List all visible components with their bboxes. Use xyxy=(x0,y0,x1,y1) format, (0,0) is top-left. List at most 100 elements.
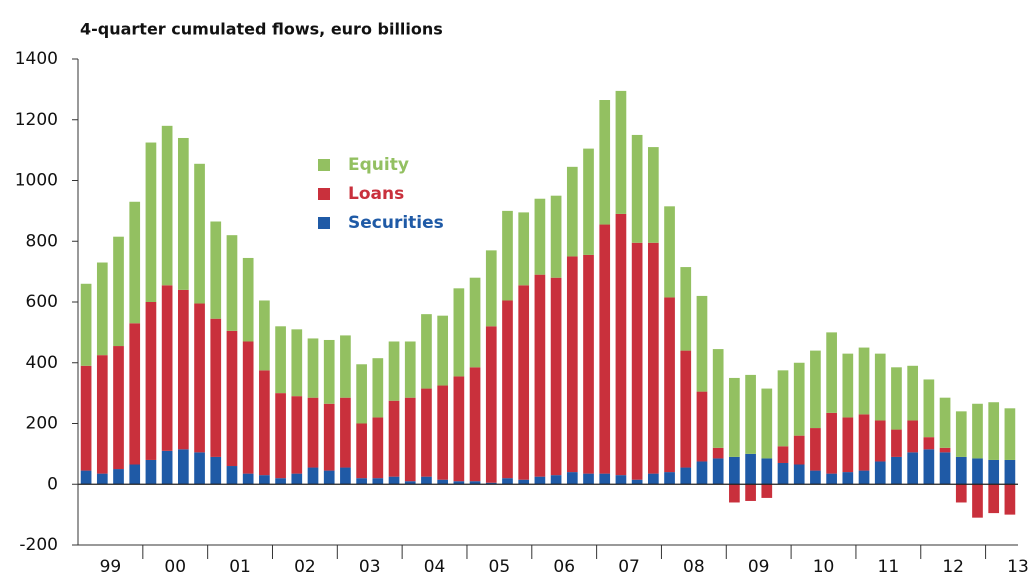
bar-segment xyxy=(923,379,935,438)
bar-segment xyxy=(907,452,919,485)
bar-segment xyxy=(939,447,951,453)
bar-segment xyxy=(502,210,513,301)
y-tick-label: 800 xyxy=(26,231,58,251)
bar-segment xyxy=(177,289,189,450)
bar-segment xyxy=(923,437,935,450)
bar-segment xyxy=(259,300,270,371)
bar-segment xyxy=(810,428,821,471)
x-tick-label: 00 xyxy=(164,557,186,577)
bar-segment xyxy=(583,473,594,485)
bar-segment xyxy=(712,349,724,448)
bar-segment xyxy=(96,262,108,356)
bar-segment xyxy=(404,397,416,482)
bar-segment xyxy=(696,461,708,485)
bar-segment xyxy=(777,446,789,463)
bar-segment xyxy=(842,353,854,418)
bar-segment xyxy=(340,335,351,398)
bar-segment xyxy=(96,473,108,485)
bar-segment xyxy=(631,134,643,243)
bar-segment xyxy=(729,456,740,485)
bar-segment xyxy=(113,469,124,485)
bar-segment xyxy=(210,456,222,485)
bar-segment xyxy=(874,461,886,485)
bar-segment xyxy=(453,288,465,377)
bar-segment xyxy=(259,370,270,476)
bar-segment xyxy=(891,429,902,457)
legend-label: Loans xyxy=(348,184,404,204)
bar-segment xyxy=(518,285,530,480)
bar-segment xyxy=(826,332,837,413)
x-tick-label: 10 xyxy=(813,557,835,577)
bar-segment xyxy=(372,358,384,418)
bar-segment xyxy=(356,364,367,424)
x-tick-label: 11 xyxy=(878,557,900,577)
bar-segment xyxy=(421,476,432,485)
bar-segment xyxy=(745,374,756,454)
bar-segment xyxy=(923,449,935,485)
bar-segment xyxy=(145,142,157,302)
bar-segment xyxy=(939,397,951,448)
bar-segment xyxy=(453,376,465,482)
bar-segment xyxy=(485,250,497,327)
bar-segment xyxy=(777,370,789,447)
bar-segment xyxy=(372,417,384,479)
bar-segment xyxy=(664,472,675,485)
bar-segment xyxy=(696,391,708,462)
bar-segment xyxy=(874,420,886,462)
bar-segment xyxy=(145,459,157,485)
bar-segment xyxy=(129,201,141,324)
bar-segment xyxy=(988,459,1000,485)
bar-segment xyxy=(680,467,692,485)
y-tick-label: -200 xyxy=(19,535,58,555)
y-tick-label: 1400 xyxy=(15,49,58,69)
bar-segment xyxy=(647,242,659,474)
bar-segment xyxy=(275,478,286,485)
x-tick-label: 13 xyxy=(1007,557,1029,577)
bar-segment xyxy=(80,365,92,471)
bar-segment xyxy=(340,467,351,485)
bar-segment xyxy=(161,125,173,286)
bar-segment xyxy=(226,466,238,485)
bar-segment xyxy=(194,163,205,304)
legend-swatch xyxy=(318,217,330,229)
x-tick-label: 01 xyxy=(229,557,251,577)
bar-segment xyxy=(275,326,286,394)
bar-segment xyxy=(388,400,400,477)
bar-segment xyxy=(907,420,919,453)
bar-segment xyxy=(1004,459,1016,485)
bar-segment xyxy=(955,456,967,485)
bar-segment xyxy=(972,484,983,518)
chart-title: 4-quarter cumulated flows, euro billions xyxy=(80,20,443,39)
bar-segment xyxy=(177,449,189,485)
bar-segment xyxy=(307,397,319,468)
bar-segment xyxy=(680,267,692,351)
bar-segment xyxy=(161,285,173,451)
bar-segment xyxy=(972,403,983,459)
x-tick-label: 05 xyxy=(489,557,511,577)
bar-segment xyxy=(518,479,530,485)
bar-segment xyxy=(485,482,497,485)
y-tick-label: 0 xyxy=(47,474,58,494)
bar-segment xyxy=(469,277,481,368)
bar-segment xyxy=(177,137,189,290)
bar-segment xyxy=(842,472,854,485)
bar-segment xyxy=(340,397,351,468)
bar-segment xyxy=(647,473,659,485)
bar-segment xyxy=(842,417,854,473)
bar-segment xyxy=(534,476,546,485)
bar-segment xyxy=(712,458,724,485)
bar-segment xyxy=(469,367,481,482)
bar-segment xyxy=(939,452,951,485)
bar-segment xyxy=(453,481,465,485)
bar-segment xyxy=(259,475,270,485)
bar-segment xyxy=(96,355,108,474)
bar-segment xyxy=(550,277,562,476)
y-tick-label: 600 xyxy=(26,292,58,312)
bar-segment xyxy=(210,221,222,319)
x-tick-label: 07 xyxy=(618,557,640,577)
bar-segment xyxy=(615,475,627,485)
bar-segment xyxy=(988,402,1000,460)
bar-segment xyxy=(550,475,562,485)
bar-segment xyxy=(275,393,286,479)
bar-segment xyxy=(793,464,805,485)
